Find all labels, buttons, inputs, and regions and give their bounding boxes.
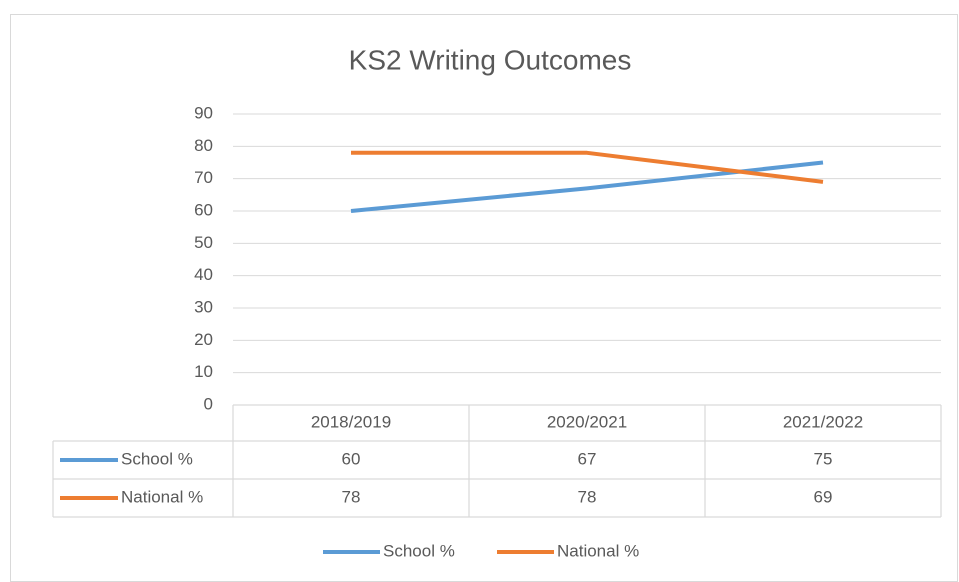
table-cell: 75 — [814, 449, 833, 468]
legend-label: National % — [557, 541, 639, 560]
y-tick-label: 60 — [194, 200, 213, 219]
y-tick-label: 40 — [194, 265, 213, 284]
table-cell: 69 — [814, 487, 833, 506]
table-cell: 67 — [578, 449, 597, 468]
y-tick-label: 10 — [194, 362, 213, 381]
y-tick-label: 30 — [194, 297, 213, 316]
y-tick-label: 20 — [194, 330, 213, 349]
legend-label: School % — [383, 541, 455, 560]
table-cell: 78 — [578, 487, 597, 506]
y-tick-label: 0 — [204, 394, 213, 413]
x-tick-label: 2018/2019 — [311, 412, 391, 431]
table-cell: 60 — [342, 449, 361, 468]
chart-title: KS2 Writing Outcomes — [349, 44, 632, 75]
y-tick-label: 70 — [194, 168, 213, 187]
x-tick-label: 2021/2022 — [783, 412, 863, 431]
y-tick-label: 90 — [194, 103, 213, 122]
series-line — [351, 150, 824, 184]
table-cell: 78 — [342, 487, 361, 506]
y-tick-label: 80 — [194, 136, 213, 155]
x-tick-label: 2020/2021 — [547, 412, 627, 431]
y-tick-label: 50 — [194, 233, 213, 252]
table-row-label: National % — [121, 487, 203, 506]
table-row-label: School % — [121, 449, 193, 468]
chart-border — [10, 14, 958, 582]
